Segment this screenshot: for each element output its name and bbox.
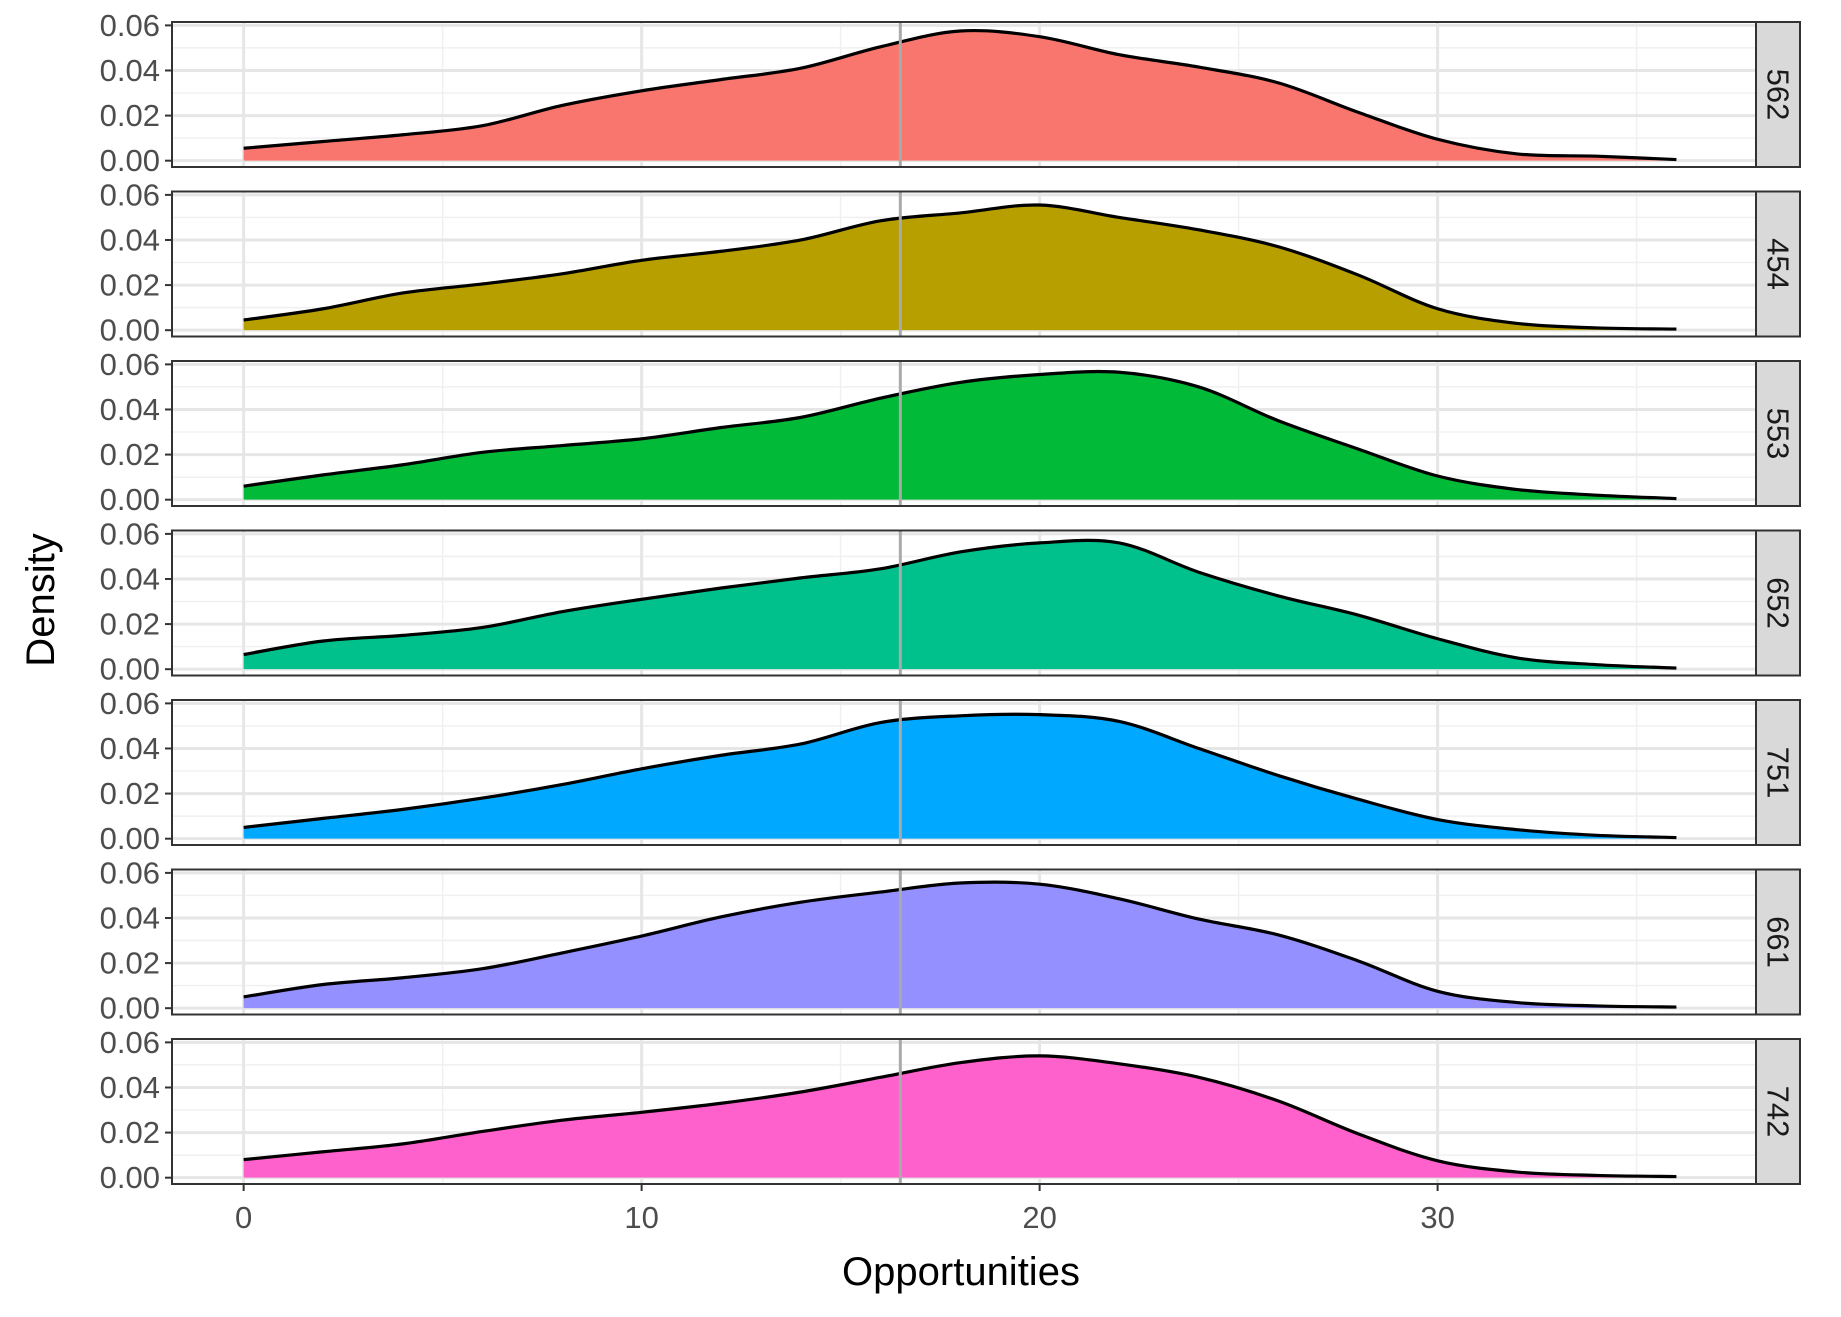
y-axis-title: Density <box>19 533 63 666</box>
y-tick-label: 0.04 <box>100 1070 160 1105</box>
facet-label: 553 <box>1761 408 1796 460</box>
facet-label: 454 <box>1761 238 1796 290</box>
density-line <box>243 28 1677 162</box>
density-line <box>243 538 1677 670</box>
y-tick-label: 0.02 <box>100 946 160 981</box>
density-line <box>243 712 1677 840</box>
y-tick-label: 0.00 <box>100 821 160 856</box>
y-tick-label: 0.00 <box>100 991 160 1026</box>
facet-strip <box>1755 360 1801 507</box>
facet-label: 661 <box>1761 916 1796 968</box>
facet-label: 562 <box>1761 69 1796 121</box>
y-tick-label: 0.00 <box>100 313 160 348</box>
density-line <box>243 369 1677 501</box>
y-tick-label: 0.02 <box>100 437 160 472</box>
y-tick-label: 0.04 <box>100 561 160 596</box>
y-tick-label: 0.02 <box>100 1115 160 1150</box>
y-tick-label: 0.02 <box>100 607 160 642</box>
y-tick-label: 0.06 <box>100 855 160 890</box>
facet-label: 742 <box>1761 1086 1796 1138</box>
y-tick-label: 0.04 <box>100 392 160 427</box>
density-area <box>243 30 1677 161</box>
y-tick-label: 0.06 <box>100 516 160 551</box>
y-tick-label: 0.02 <box>100 268 160 303</box>
y-tick-label: 0.00 <box>100 143 160 178</box>
y-tick-label: 0.06 <box>100 177 160 212</box>
x-tick-label: 0 <box>235 1200 252 1235</box>
y-tick-label: 0.02 <box>100 776 160 811</box>
density-area <box>243 882 1677 1009</box>
facet-strip <box>1755 699 1801 846</box>
facet-strip <box>1755 868 1801 1016</box>
y-tick-label: 0.00 <box>100 1160 160 1195</box>
density-area <box>243 371 1677 500</box>
facet-label: 751 <box>1761 747 1796 799</box>
y-tick-label: 0.00 <box>100 652 160 687</box>
y-tick-label: 0.00 <box>100 482 160 517</box>
y-tick-label: 0.04 <box>100 222 160 257</box>
density-area <box>243 540 1677 670</box>
y-tick-label: 0.02 <box>100 98 160 133</box>
y-tick-label: 0.04 <box>100 53 160 88</box>
density-line <box>243 203 1677 331</box>
y-tick-label: 0.04 <box>100 900 160 935</box>
x-tick-label: 20 <box>1022 1200 1056 1235</box>
y-tick-label: 0.06 <box>100 686 160 721</box>
density-line <box>243 880 1677 1009</box>
facet-strip <box>1755 529 1801 677</box>
facet-strip <box>1755 21 1801 168</box>
density-area <box>243 1055 1677 1178</box>
y-tick-label: 0.06 <box>100 8 160 43</box>
density-line <box>243 1054 1677 1179</box>
x-tick-label: 10 <box>624 1200 658 1235</box>
facet-strip <box>1755 190 1801 338</box>
facet-label: 652 <box>1761 577 1796 629</box>
x-tick-label: 30 <box>1420 1200 1454 1235</box>
density-area <box>243 204 1677 331</box>
x-axis-title: Opportunities <box>842 1250 1080 1294</box>
y-tick-label: 0.06 <box>100 1025 160 1060</box>
y-tick-label: 0.04 <box>100 731 160 766</box>
y-tick-label: 0.06 <box>100 347 160 382</box>
density-area <box>243 714 1677 839</box>
facet-strip <box>1755 1038 1801 1185</box>
